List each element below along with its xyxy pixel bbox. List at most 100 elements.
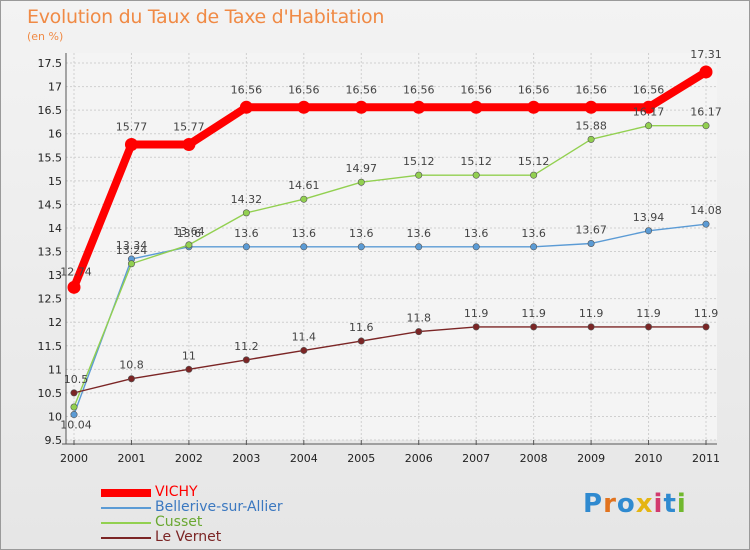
y-tick-label: 15.5 — [38, 151, 63, 164]
data-point-le-vernet — [242, 356, 250, 364]
data-point-cusset — [587, 135, 595, 143]
data-label-bellerive-sur-allier: 13.67 — [575, 223, 607, 236]
legend-label-vichy: VICHY — [155, 484, 198, 500]
y-tick-label: 11.5 — [38, 340, 63, 353]
y-tick-label: 12 — [48, 316, 62, 329]
data-label-le-vernet: 11.2 — [234, 340, 259, 353]
data-point-vichy — [67, 280, 81, 294]
y-tick-label: 17 — [48, 81, 62, 94]
series-line-bellerive-sur-allier — [73, 223, 707, 416]
legend-swatch-vichy — [101, 489, 151, 497]
legend-swatch-cusset — [101, 522, 151, 524]
data-label-bellerive-sur-allier: 13.6 — [406, 227, 431, 240]
data-label-le-vernet: 10.5 — [64, 373, 89, 386]
x-tick-label: 2005 — [347, 452, 375, 465]
data-label-cusset: 15.88 — [575, 119, 607, 132]
legend-item-le-vernet: Le Vernet — [101, 530, 321, 545]
y-tick-label: 10.5 — [38, 387, 63, 400]
data-point-le-vernet — [185, 365, 193, 373]
x-tick-label: 2008 — [520, 452, 548, 465]
data-label-le-vernet: 11.9 — [694, 307, 719, 320]
data-label-vichy: 15.77 — [173, 121, 205, 134]
data-point-cusset — [645, 122, 653, 130]
data-point-bellerive-sur-allier — [645, 227, 653, 235]
y-tick-label: 12.5 — [38, 293, 63, 306]
y-tick-label: 10 — [48, 410, 62, 423]
data-point-bellerive-sur-allier — [357, 243, 365, 251]
chart-subtitle: (en %) — [27, 30, 64, 43]
data-point-le-vernet — [415, 328, 423, 336]
data-label-bellerive-sur-allier: 14.08 — [690, 204, 722, 217]
y-tick-label: 9.5 — [45, 434, 63, 447]
legend-item-vichy: VICHY — [101, 485, 321, 500]
data-label-cusset: 14.32 — [231, 193, 263, 206]
data-point-vichy — [584, 100, 598, 114]
y-tick-label: 14.5 — [38, 198, 63, 211]
data-point-cusset — [530, 171, 538, 179]
data-point-le-vernet — [587, 323, 595, 331]
data-label-cusset: 13.64 — [173, 225, 205, 238]
legend-swatch-bellerive — [101, 507, 151, 509]
x-tick-label: 2001 — [117, 452, 145, 465]
y-tick-label: 11 — [48, 363, 62, 376]
legend-label-cusset: Cusset — [155, 514, 203, 530]
data-label-vichy: 16.56 — [231, 83, 263, 96]
data-point-bellerive-sur-allier — [702, 220, 710, 228]
proxiti-logo: Proxiti — [583, 489, 687, 519]
data-point-le-vernet — [357, 337, 365, 345]
y-tick-label: 13 — [48, 269, 62, 282]
legend-item-cusset: Cusset — [101, 515, 321, 530]
data-point-bellerive-sur-allier — [300, 243, 308, 251]
data-label-le-vernet: 11.9 — [636, 307, 661, 320]
data-label-cusset: 15.12 — [403, 155, 435, 168]
data-point-vichy — [297, 100, 311, 114]
data-point-bellerive-sur-allier — [530, 243, 538, 251]
data-label-le-vernet: 11 — [182, 349, 196, 362]
x-tick-label: 2003 — [232, 452, 260, 465]
data-label-le-vernet: 10.8 — [119, 359, 144, 372]
data-point-le-vernet — [300, 346, 308, 354]
y-tick-label: 16.5 — [38, 104, 63, 117]
data-label-cusset: 16.17 — [690, 106, 722, 119]
data-point-le-vernet — [70, 389, 78, 397]
data-point-le-vernet — [530, 323, 538, 331]
data-label-bellerive-sur-allier: 10.04 — [60, 419, 92, 432]
data-label-cusset: 15.12 — [460, 155, 492, 168]
logo-letter: o — [616, 489, 636, 519]
data-label-bellerive-sur-allier: 13.6 — [349, 227, 374, 240]
data-point-cusset — [415, 171, 423, 179]
data-point-vichy — [469, 100, 483, 114]
data-label-bellerive-sur-allier: 13.6 — [177, 227, 202, 240]
data-label-vichy: 16.56 — [575, 83, 607, 96]
data-label-cusset: 13.24 — [116, 244, 148, 257]
chart-title: Evolution du Taux de Taxe d'Habitation — [27, 6, 385, 28]
data-point-vichy — [642, 100, 656, 114]
data-label-vichy: 16.56 — [518, 83, 550, 96]
y-tick-label: 16 — [48, 128, 62, 141]
logo-letter: i — [676, 489, 687, 519]
data-label-vichy: 16.56 — [460, 83, 492, 96]
data-label-cusset: 15.12 — [518, 155, 550, 168]
series-line-cusset — [73, 124, 707, 408]
y-tick-label: 15 — [48, 175, 62, 188]
data-point-cusset — [127, 260, 135, 268]
data-label-le-vernet: 11.9 — [464, 307, 489, 320]
x-tick-label: 2010 — [635, 452, 663, 465]
data-point-vichy — [182, 138, 196, 152]
data-point-le-vernet — [127, 375, 135, 383]
data-point-bellerive-sur-allier — [415, 243, 423, 251]
legend-label-bellerive: Bellerive-sur-Allier — [155, 499, 283, 515]
data-label-vichy: 17.31 — [690, 48, 722, 61]
data-point-cusset — [357, 178, 365, 186]
data-label-bellerive-sur-allier: 13.6 — [464, 227, 489, 240]
data-point-le-vernet — [472, 323, 480, 331]
data-label-vichy: 16.56 — [346, 83, 378, 96]
logo-letter: i — [653, 489, 664, 519]
legend-swatch-le-vernet — [101, 537, 151, 539]
data-point-cusset — [472, 171, 480, 179]
data-point-cusset — [185, 241, 193, 249]
data-point-cusset — [300, 195, 308, 203]
data-point-cusset — [702, 122, 710, 130]
